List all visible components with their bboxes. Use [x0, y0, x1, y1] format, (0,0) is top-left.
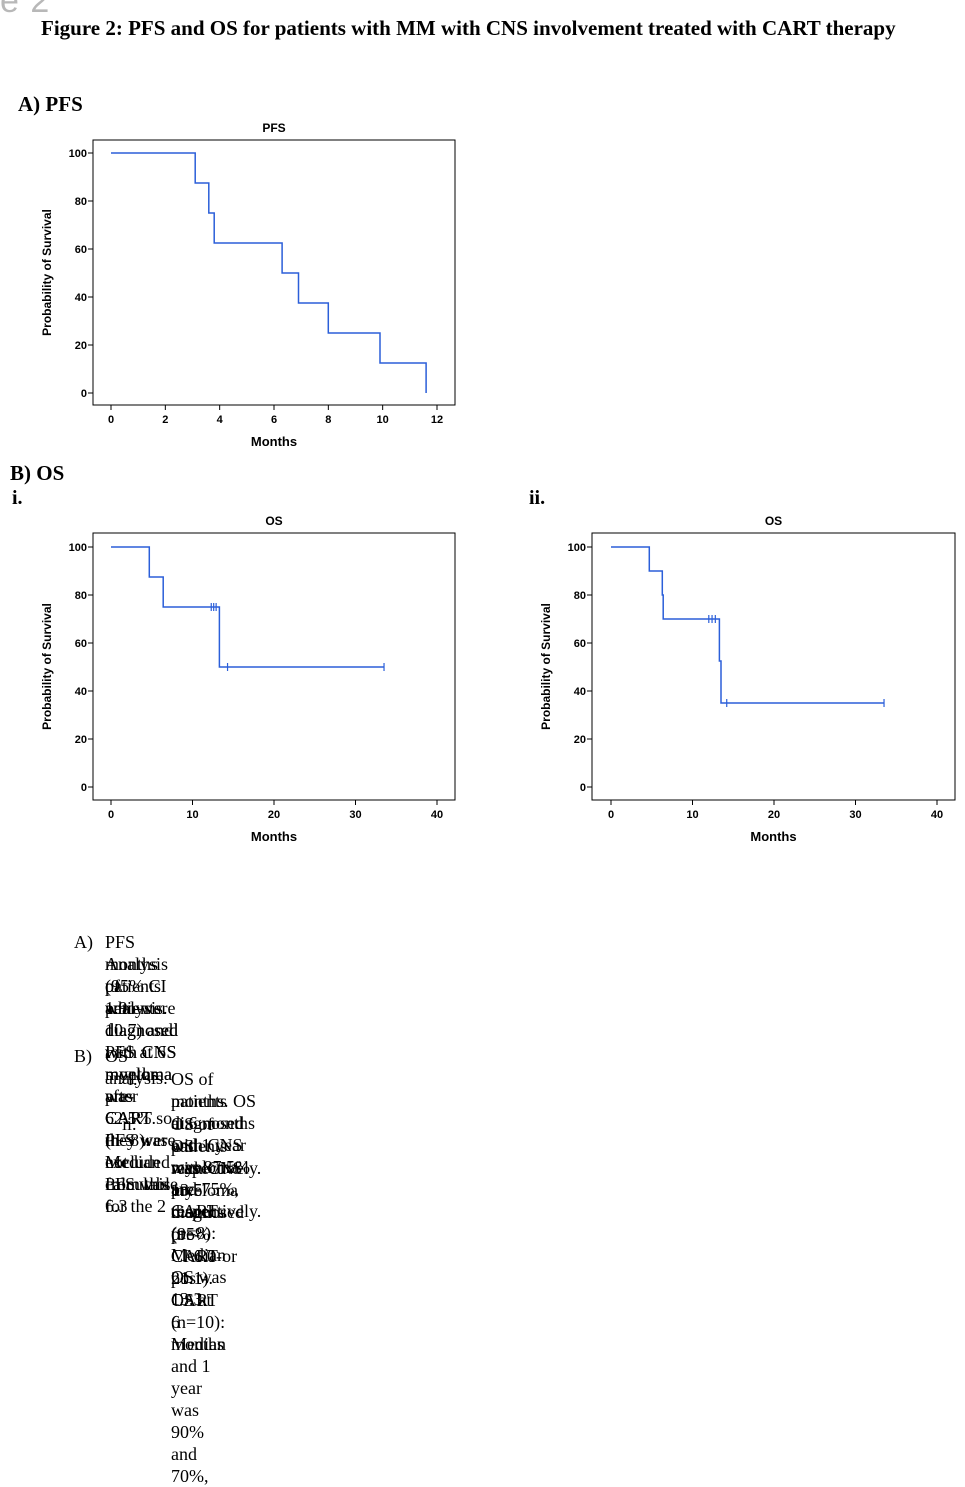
x-tick-label: 10 [186, 809, 198, 821]
note-a-line-4: analysis. [105, 998, 168, 1018]
survival-curve [111, 152, 427, 393]
note-b-ii-label: ii. [122, 1114, 137, 1134]
subpanel-ii-label: ii. [529, 487, 546, 509]
pfs-chart: PFS 0 20 40 60 80 100 0 2 4 6 8 10 12 Months Probabilit… [40, 121, 456, 449]
y-tick-label: 20 [75, 734, 87, 746]
y-tick-label: 0 [81, 388, 87, 400]
chart-title: PFS [262, 121, 285, 135]
subpanel-i-label: i. [12, 487, 23, 509]
x-axis-label: Months [251, 434, 297, 449]
os-chart-ii: OS 0 20 40 60 80 100 0 10 20 30 40 Months Probability… [539, 514, 956, 844]
note-a-line-3: patients who were diagnosed with CNS mye… [105, 976, 178, 1194]
plot-frame [591, 532, 956, 801]
y-tick-label: 80 [75, 590, 87, 602]
survival-curve [111, 546, 384, 668]
note-b-ii-line-3: respectively. [171, 1158, 262, 1178]
section-b-heading: B) OS [10, 461, 65, 485]
x-tick-label: 20 [268, 809, 280, 821]
note-b-heading: OS analysis: [105, 1046, 168, 1088]
x-tick-label: 10 [377, 414, 389, 426]
x-tick-label: 10 [686, 809, 698, 821]
x-tick-label: 8 [325, 414, 331, 426]
chart-title: OS [265, 514, 282, 528]
figure-number-fragment: e 2 [0, 0, 51, 20]
x-tick-label: 0 [108, 414, 114, 426]
y-tick-label: 60 [75, 244, 87, 256]
y-tick-label: 40 [574, 686, 586, 698]
y-tick-label: 20 [75, 340, 87, 352]
x-tick-label: 0 [108, 809, 114, 821]
note-b-i-label: i. [128, 1069, 138, 1089]
y-tick-label: 0 [580, 782, 586, 794]
y-tick-label: 100 [69, 542, 87, 554]
y-tick-label: 40 [75, 292, 87, 304]
y-axis-label: Probability of Survival [40, 209, 54, 336]
x-tick-label: 4 [217, 414, 224, 426]
survival-curve [611, 546, 884, 704]
y-tick-label: 60 [75, 638, 87, 650]
figure-title: Figure 2: PFS and OS for patients with M… [41, 16, 896, 40]
y-tick-label: 20 [574, 734, 586, 746]
x-tick-label: 12 [431, 414, 443, 426]
y-tick-label: 100 [69, 148, 87, 160]
note-b-label: B) [74, 1046, 92, 1066]
y-axis-label: Probability of Survival [40, 603, 54, 730]
chart-title: OS [765, 514, 782, 528]
y-axis-label: Probability of Survival [539, 603, 553, 730]
x-axis-label: Months [251, 829, 297, 844]
x-tick-label: 40 [431, 809, 443, 821]
x-axis-label: Months [750, 829, 796, 844]
x-tick-label: 30 [849, 809, 861, 821]
y-tick-label: 100 [568, 542, 586, 554]
y-tick-label: 40 [75, 686, 87, 698]
x-tick-label: 40 [931, 809, 943, 821]
os-chart-i: OS 0 20 40 60 80 100 0 10 20 30 40 Months Probability… [40, 514, 456, 844]
y-tick-label: 60 [574, 638, 586, 650]
x-tick-label: 2 [162, 414, 168, 426]
x-tick-label: 20 [768, 809, 780, 821]
y-tick-label: 80 [574, 590, 586, 602]
x-tick-label: 0 [608, 809, 614, 821]
note-b-ii-line-2: OS was 13.5 months (95% CI 6.0- 21.1). O… [171, 1136, 225, 1486]
x-tick-label: 6 [271, 414, 277, 426]
y-tick-label: 80 [75, 196, 87, 208]
x-tick-label: 30 [349, 809, 361, 821]
note-a-label: A) [74, 932, 93, 952]
section-a-heading: A) PFS [18, 92, 83, 116]
y-tick-label: 0 [81, 782, 87, 794]
